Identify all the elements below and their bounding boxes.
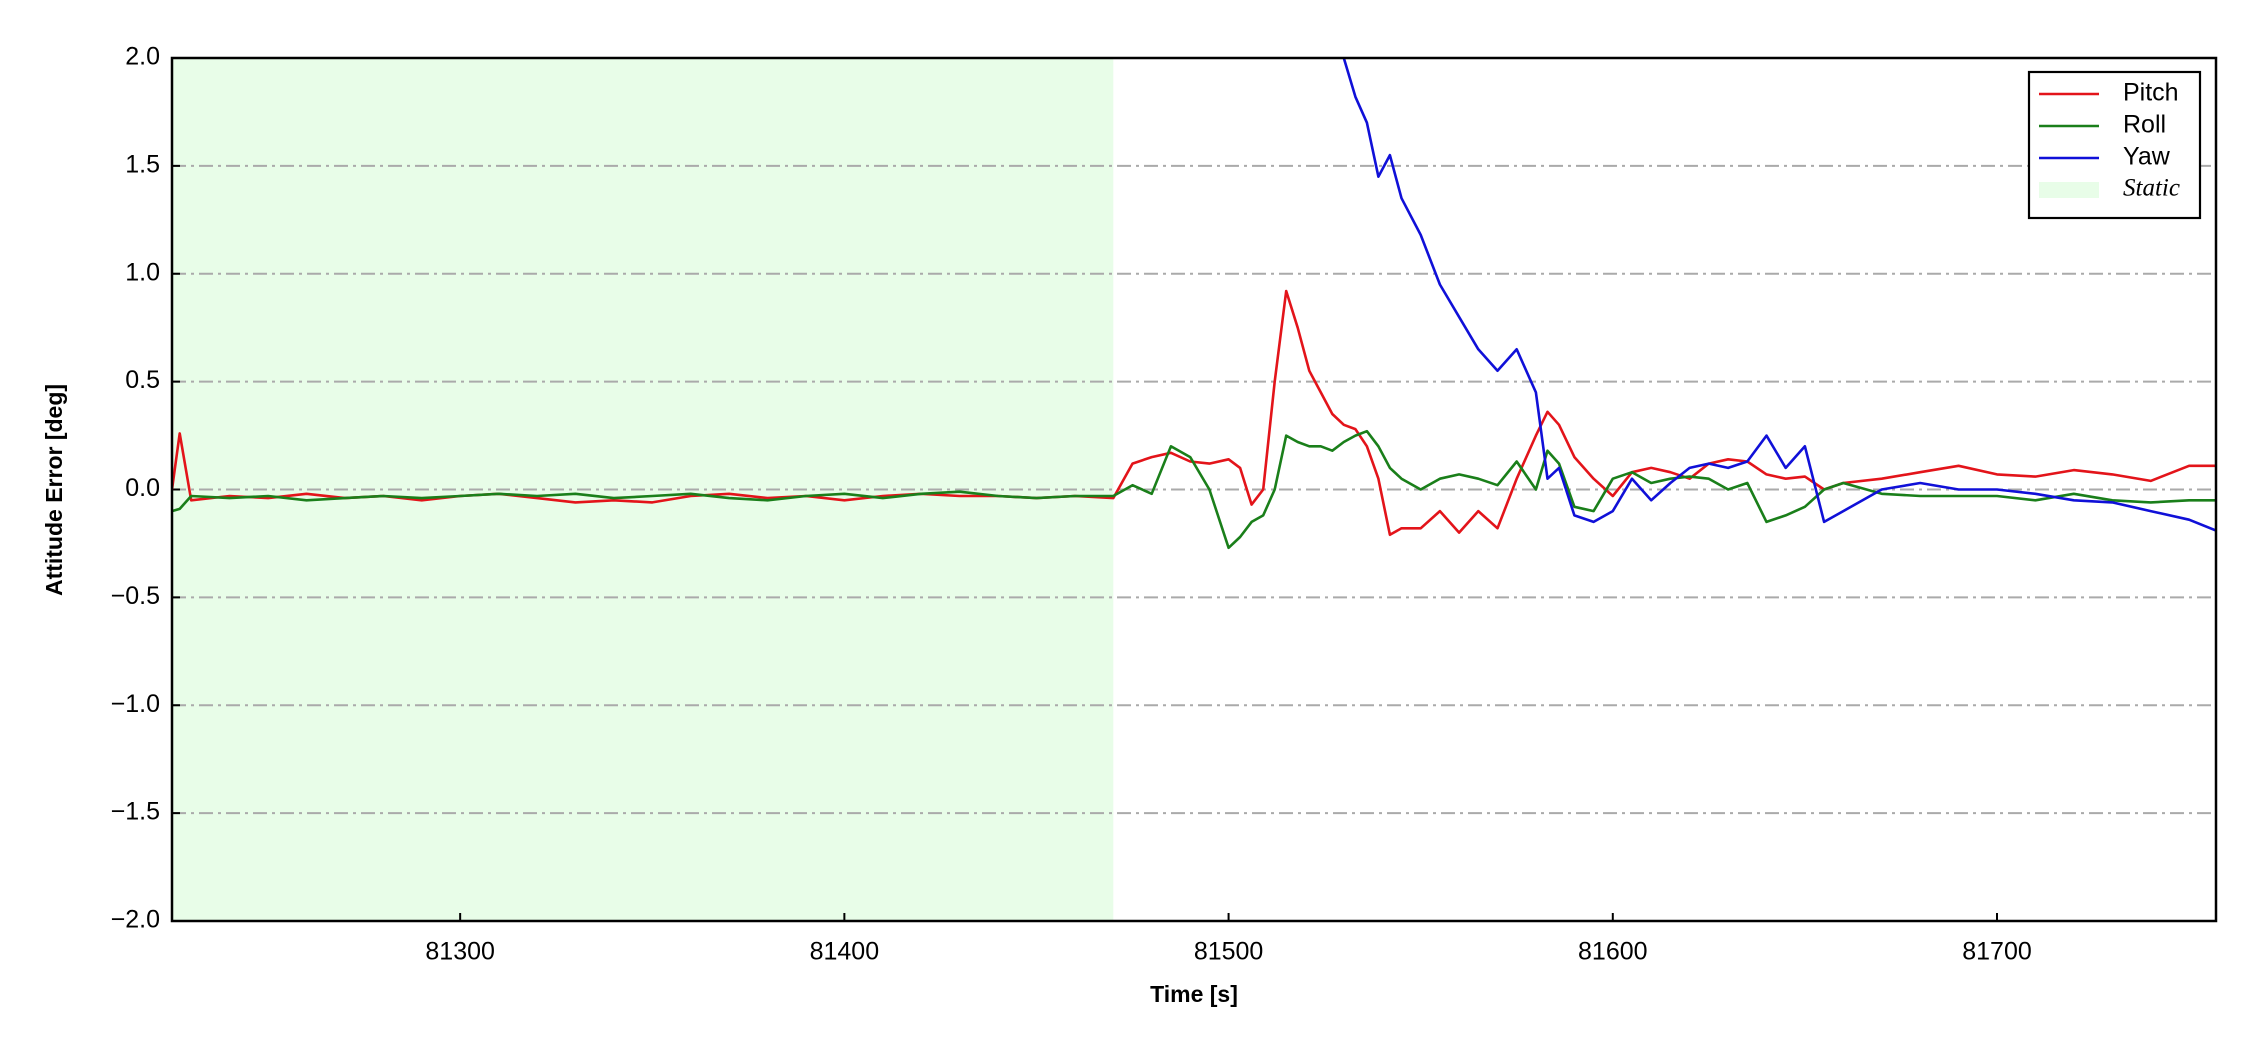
- y-axis-label: Attitude Error [deg]: [41, 384, 67, 596]
- x-tick-label: 81500: [1194, 938, 1264, 966]
- legend-label: Yaw: [2123, 143, 2171, 171]
- series-line: [172, 429, 2216, 550]
- y-tick-label: −1.5: [111, 798, 160, 826]
- x-tick-label: 81700: [1962, 938, 2032, 966]
- x-axis-label: Time [s]: [1150, 981, 1238, 1007]
- x-tick-label: 81600: [1578, 938, 1648, 966]
- y-tick-label: 0.5: [125, 366, 160, 394]
- legend-label: Pitch: [2123, 79, 2179, 107]
- y-tick-label: 1.0: [125, 258, 160, 286]
- series-line: [172, 289, 2216, 537]
- legend-label: Roll: [2123, 111, 2166, 139]
- y-tick-label: 1.5: [125, 150, 160, 178]
- series-line: [1342, 58, 2216, 532]
- y-tick-label: −1.0: [111, 690, 160, 718]
- x-tick-label: 81400: [810, 938, 880, 966]
- y-tick-label: −0.5: [111, 582, 160, 610]
- plot-frame: [170, 56, 2218, 923]
- x-tick-label: 81300: [425, 938, 495, 966]
- y-tick-label: −2.0: [111, 906, 160, 934]
- y-tick-label: 2.0: [125, 43, 160, 71]
- legend-label: Static: [2123, 175, 2180, 202]
- legend-swatch: [2039, 182, 2099, 198]
- y-tick-label: 0.0: [125, 474, 160, 502]
